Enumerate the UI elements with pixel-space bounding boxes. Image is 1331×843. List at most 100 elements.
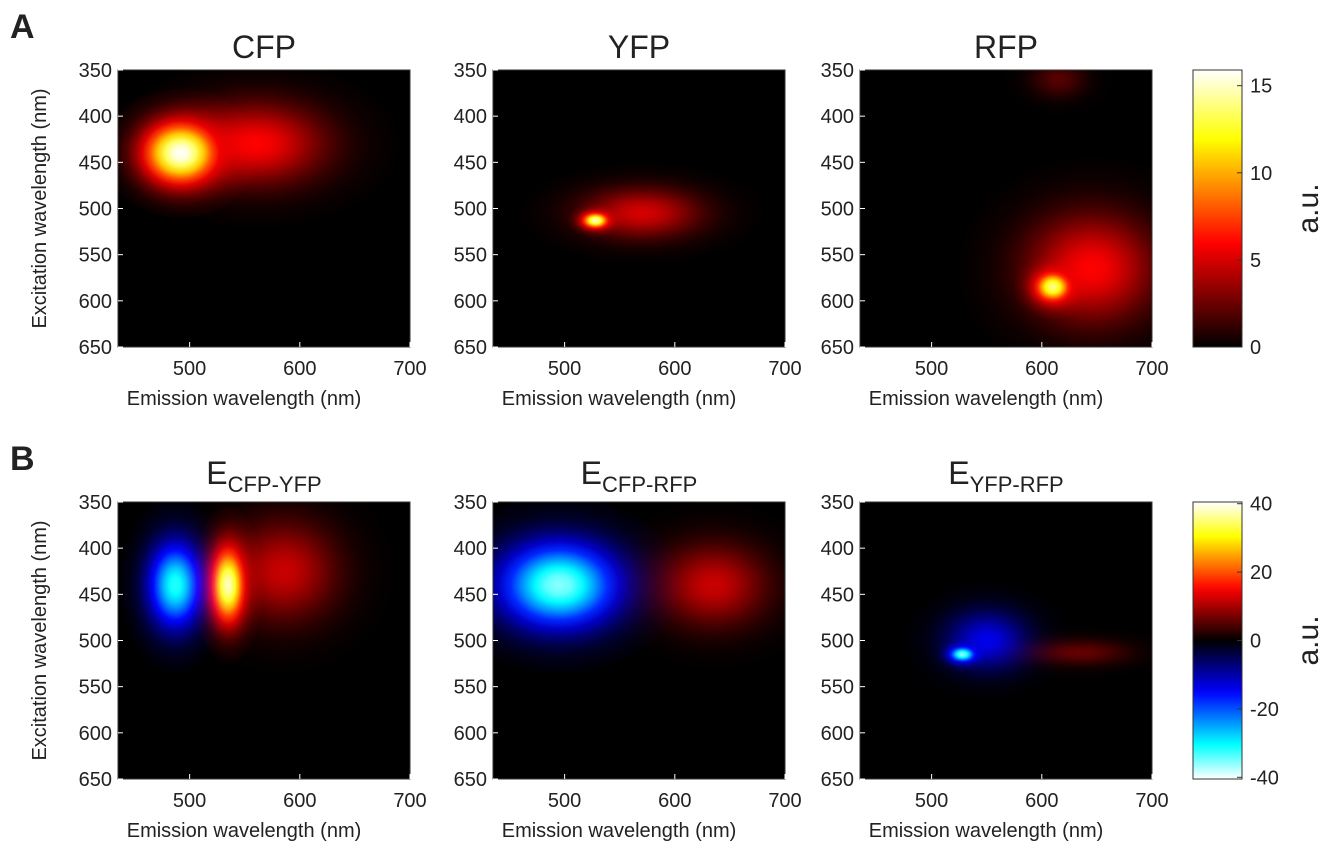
x-axis-label: Emission wavelength (nm)	[502, 820, 737, 842]
x-axis-label: Emission wavelength (nm)	[869, 820, 1104, 842]
x-tick-label: 600	[283, 358, 316, 380]
x-tick-label: 700	[393, 790, 426, 812]
panel-title: RFP	[974, 29, 1038, 65]
y-tick-label: 450	[454, 152, 487, 174]
colorbar-tick-label: 5	[1250, 250, 1261, 272]
y-tick-label: 400	[454, 106, 487, 128]
y-tick-label: 650	[79, 769, 112, 791]
panel-title: EYFP-RFP	[948, 455, 1063, 497]
x-tick-label: 500	[915, 790, 948, 812]
colorbar-tick-label: -40	[1250, 767, 1279, 789]
y-tick-label: 500	[821, 199, 854, 221]
y-tick-label: 550	[454, 245, 487, 267]
x-tick-label: 600	[658, 358, 691, 380]
x-axis-label: Emission wavelength (nm)	[127, 820, 362, 842]
y-tick-label: 500	[454, 631, 487, 653]
y-tick-label: 400	[79, 538, 112, 560]
y-tick-label: 450	[821, 584, 854, 606]
y-tick-label: 400	[454, 538, 487, 560]
y-axis-label: Excitation wavelength (nm)	[29, 520, 51, 760]
intensity-peak	[192, 506, 264, 664]
title-subscript: CFP-YFP	[228, 472, 322, 497]
title-main: E	[581, 455, 602, 491]
y-tick-label: 600	[79, 723, 112, 745]
x-tick-label: 600	[1025, 790, 1058, 812]
colorbar-tick-label: 15	[1250, 76, 1272, 98]
y-tick-label: 650	[454, 337, 487, 359]
x-tick-label: 600	[658, 790, 691, 812]
title-subscript: CFP-RFP	[602, 472, 697, 497]
x-tick-label: 600	[283, 790, 316, 812]
title-main: E	[206, 455, 227, 491]
panel-title: CFP	[232, 29, 296, 65]
y-tick-label: 600	[79, 291, 112, 313]
heatmap	[120, 502, 394, 673]
y-tick-label: 650	[454, 769, 487, 791]
y-tick-label: 350	[454, 60, 487, 82]
heatmap	[904, 580, 1152, 701]
colorbar-tick-label: -20	[1250, 699, 1279, 721]
x-tick-label: 500	[548, 790, 581, 812]
y-tick-label: 450	[79, 152, 112, 174]
title-subscript: YFP-RFP	[970, 472, 1064, 497]
colorbar-label: a.u.	[1292, 183, 1325, 233]
panel-title: YFP	[608, 29, 670, 65]
x-tick-label: 700	[768, 358, 801, 380]
y-tick-label: 350	[821, 60, 854, 82]
intensity-peak	[603, 502, 785, 669]
colorbar-tick-label: 0	[1250, 631, 1261, 653]
colorbar-tick-label: 0	[1250, 337, 1261, 359]
y-tick-label: 550	[821, 677, 854, 699]
y-tick-label: 600	[454, 291, 487, 313]
y-tick-label: 400	[821, 106, 854, 128]
panel-label: B	[10, 440, 35, 478]
heatmap	[118, 70, 399, 227]
colorbar-tick-label: 40	[1250, 494, 1272, 516]
y-tick-label: 550	[79, 677, 112, 699]
y-tick-label: 600	[454, 723, 487, 745]
x-tick-label: 500	[173, 790, 206, 812]
x-tick-label: 700	[768, 790, 801, 812]
heatmap	[520, 162, 763, 264]
y-tick-label: 450	[454, 584, 487, 606]
y-tick-label: 650	[821, 769, 854, 791]
x-axis-label: Emission wavelength (nm)	[502, 388, 737, 410]
intensity-peak	[934, 637, 991, 671]
x-tick-label: 700	[393, 358, 426, 380]
x-tick-label: 500	[915, 358, 948, 380]
y-tick-label: 600	[821, 723, 854, 745]
intensity-peak	[981, 626, 1152, 679]
x-tick-label: 500	[173, 358, 206, 380]
panel-title: ECFP-RFP	[581, 455, 698, 497]
intensity-peak	[959, 157, 1152, 347]
y-tick-label: 550	[79, 245, 112, 267]
intensity-peak	[118, 88, 258, 218]
y-tick-label: 450	[821, 152, 854, 174]
y-tick-label: 400	[79, 106, 112, 128]
colorbar-label: a.u.	[1292, 615, 1325, 665]
y-tick-label: 500	[79, 631, 112, 653]
intensity-peak	[1003, 70, 1114, 117]
x-tick-label: 700	[1135, 358, 1168, 380]
x-tick-label: 700	[1135, 790, 1168, 812]
x-tick-label: 600	[1025, 358, 1058, 380]
y-tick-label: 350	[79, 60, 112, 82]
intensity-peak	[567, 203, 624, 238]
y-tick-label: 500	[454, 199, 487, 221]
y-tick-label: 650	[821, 337, 854, 359]
y-tick-label: 400	[821, 538, 854, 560]
y-tick-label: 350	[821, 492, 854, 514]
y-tick-label: 350	[79, 492, 112, 514]
y-tick-label: 600	[821, 291, 854, 313]
y-tick-label: 450	[79, 584, 112, 606]
y-tick-label: 550	[454, 677, 487, 699]
intensity-peak	[520, 162, 763, 264]
y-axis-label: Excitation wavelength (nm)	[29, 88, 51, 328]
heatmap	[959, 70, 1152, 347]
y-tick-label: 550	[821, 245, 854, 267]
title-main: E	[948, 455, 969, 491]
colorbar	[1192, 69, 1243, 348]
y-tick-label: 500	[79, 199, 112, 221]
panel-label: A	[10, 8, 35, 46]
